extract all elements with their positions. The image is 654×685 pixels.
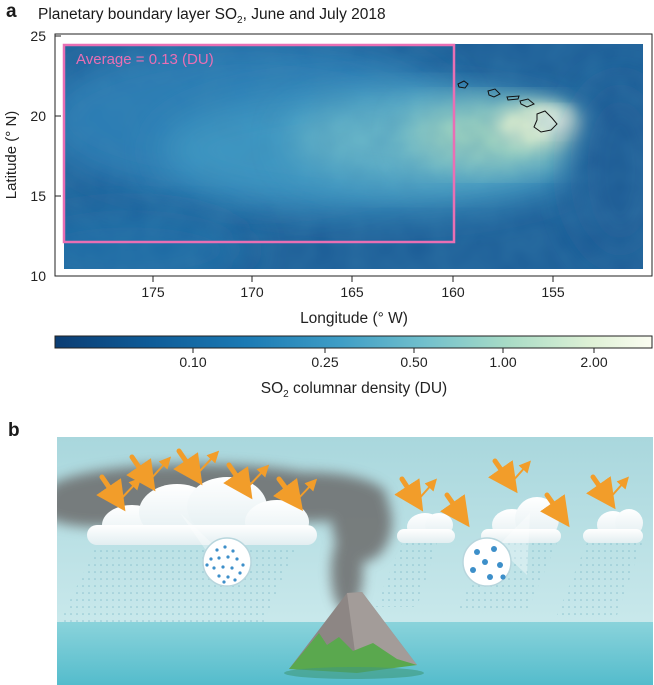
volcano-illustration bbox=[57, 437, 653, 685]
volcano bbox=[284, 592, 424, 679]
island-oahu bbox=[487, 88, 501, 98]
cloud-small-3 bbox=[583, 509, 643, 543]
island-molokai bbox=[506, 95, 520, 101]
so2-map-figure: Average = 0.13 (DU) 25 20 15 10 Latitude… bbox=[3, 28, 653, 400]
x-tick-label: 160 bbox=[441, 284, 465, 300]
colorbar-label: SO2 columnar density (DU) bbox=[261, 380, 447, 400]
y-tick-label: 10 bbox=[30, 268, 46, 284]
map-title: Planetary boundary layer SO2, June and J… bbox=[38, 6, 386, 27]
colorbar-tick-label: 0.50 bbox=[400, 354, 427, 370]
x-tick-label: 165 bbox=[340, 284, 364, 300]
sunlight-arrows bbox=[96, 448, 629, 528]
average-region-box bbox=[62, 43, 456, 244]
so2-heatmap bbox=[64, 44, 643, 269]
cloud-small-2 bbox=[481, 497, 561, 543]
x-tick-label: 170 bbox=[240, 284, 264, 300]
island-kauai bbox=[457, 80, 469, 89]
island-hawaii bbox=[533, 110, 558, 133]
y-axis: 25 20 15 10 bbox=[30, 28, 61, 284]
cloud-large bbox=[87, 477, 317, 545]
colorbar-tick-label: 2.00 bbox=[580, 354, 607, 370]
x-tick-label: 155 bbox=[541, 284, 565, 300]
panel-b-label: b bbox=[8, 420, 20, 441]
hawaiian-islands bbox=[457, 80, 558, 133]
colorbar-tick-label: 1.00 bbox=[489, 354, 516, 370]
colorbar-ticks: 0.10 0.25 0.50 1.00 2.00 bbox=[179, 348, 608, 370]
panel-a-label: a bbox=[6, 1, 17, 22]
colorbar bbox=[54, 335, 653, 349]
island-maui bbox=[519, 98, 535, 108]
x-axis-label: Longitude (° W) bbox=[300, 310, 408, 327]
y-axis-label: Latitude (° N) bbox=[3, 111, 20, 200]
x-axis: 175 170 165 160 155 bbox=[141, 276, 565, 300]
droplet-magnifier-clean bbox=[462, 513, 530, 587]
colorbar-tick-label: 0.25 bbox=[311, 354, 338, 370]
x-tick-label: 175 bbox=[141, 284, 165, 300]
average-annotation: Average = 0.13 (DU) bbox=[76, 51, 214, 68]
y-tick-label: 20 bbox=[30, 108, 46, 124]
droplet-magnifier-polluted bbox=[180, 513, 252, 587]
colorbar-tick-label: 0.10 bbox=[179, 354, 206, 370]
y-tick-label: 15 bbox=[30, 188, 46, 204]
y-tick-label: 25 bbox=[30, 28, 46, 44]
